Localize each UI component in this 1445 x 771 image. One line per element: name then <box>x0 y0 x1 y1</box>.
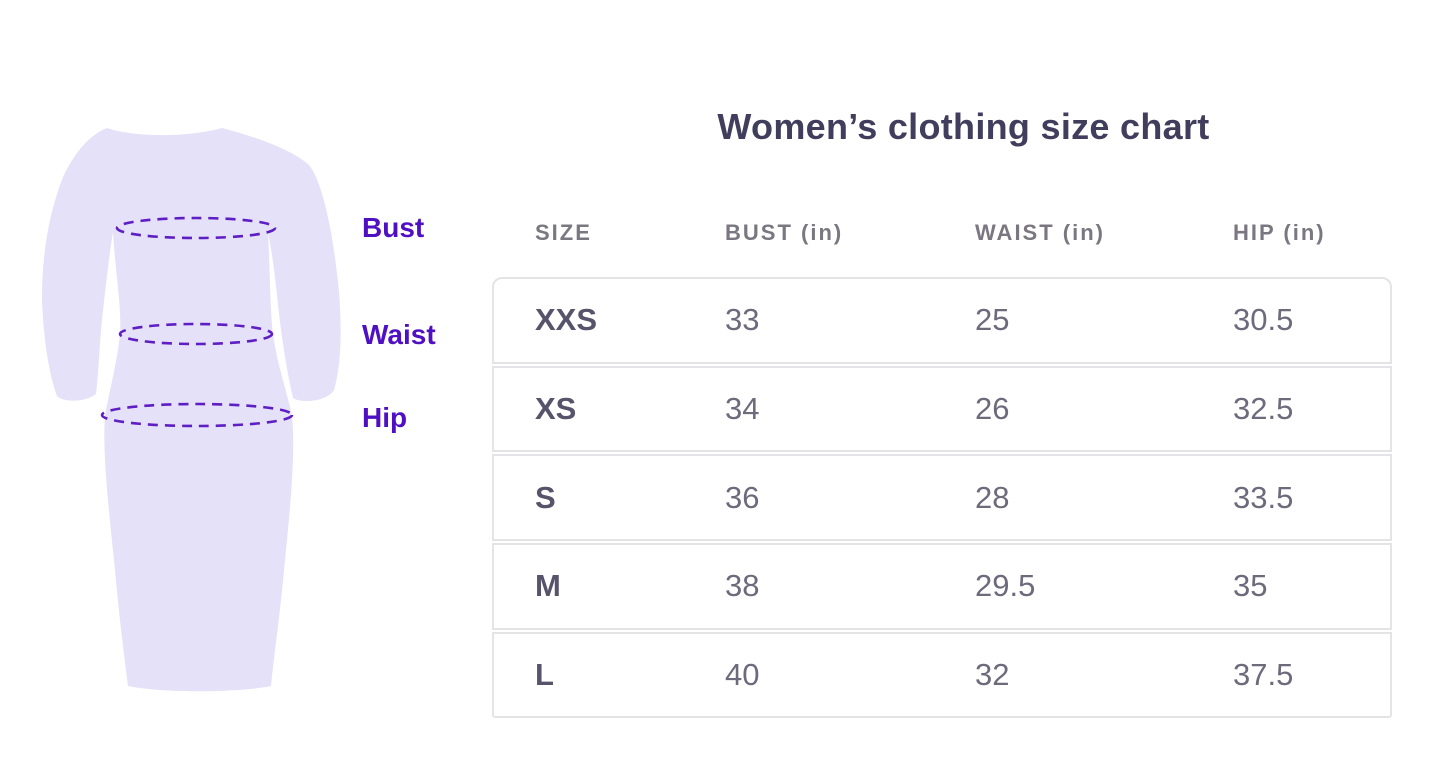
cell-waist: 28 <box>975 479 1010 515</box>
cell-hip: 33.5 <box>1233 479 1294 515</box>
cell-size: XS <box>535 390 577 426</box>
cell-size: S <box>535 479 556 515</box>
header-waist: WAIST (in) <box>975 220 1105 245</box>
size-table: XXS 33 25 30.5 XS 34 26 32.5 S 36 28 33.… <box>492 277 1392 719</box>
hip-label: Hip <box>362 402 408 433</box>
cell-size: XXS <box>535 302 598 338</box>
table-row: M 38 29.5 35 <box>492 543 1392 630</box>
header-hip: HIP (in) <box>1233 220 1326 245</box>
cell-bust: 36 <box>725 479 760 515</box>
cell-hip: 35 <box>1233 568 1268 604</box>
waist-label: Waist <box>362 319 436 350</box>
bust-ellipse <box>115 216 277 240</box>
cell-size: M <box>535 568 561 604</box>
cell-waist: 26 <box>975 390 1010 426</box>
cell-hip: 30.5 <box>1233 302 1294 338</box>
cell-hip: 37.5 <box>1233 657 1294 692</box>
table-row: XXS 33 25 30.5 <box>492 277 1392 364</box>
page-title: Women’s clothing size chart <box>717 106 1210 147</box>
waist-ellipse <box>118 322 274 346</box>
bust-label: Bust <box>362 212 425 243</box>
table-row: S 36 28 33.5 <box>492 454 1392 541</box>
cell-waist: 29.5 <box>975 568 1036 604</box>
cell-bust: 38 <box>725 568 760 604</box>
dress-diagram <box>42 128 341 692</box>
cell-hip: 32.5 <box>1233 390 1294 426</box>
header-size: SIZE <box>535 220 592 245</box>
cell-waist: 25 <box>975 302 1010 338</box>
hip-ellipse <box>100 402 294 428</box>
header-bust: BUST (in) <box>725 220 844 245</box>
table-header-row: SIZE BUST (in) WAIST (in) HIP (in) <box>494 216 1392 250</box>
table-row: L 40 32 37.5 <box>492 631 1392 719</box>
cell-bust: 40 <box>725 657 760 692</box>
cell-size: L <box>535 657 554 692</box>
dress-silhouette <box>42 128 341 692</box>
table-row: XS 34 26 32.5 <box>492 365 1392 453</box>
cell-bust: 34 <box>725 390 760 426</box>
cell-waist: 32 <box>975 657 1010 692</box>
cell-bust: 33 <box>725 302 760 338</box>
